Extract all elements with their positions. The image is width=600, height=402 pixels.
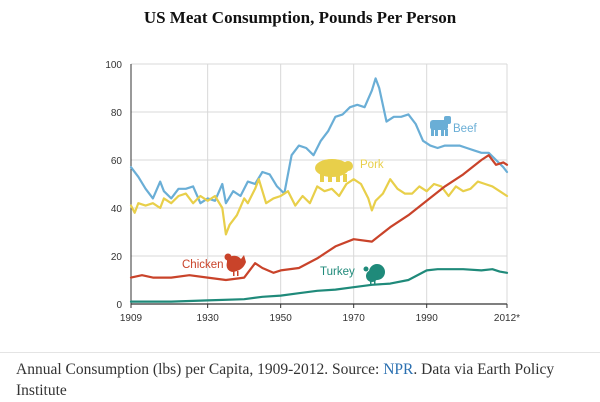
- pig-body: [315, 159, 349, 177]
- x-tick-label: 1990: [416, 313, 439, 324]
- pig-leg: [320, 174, 324, 182]
- caption-box: Annual Consumption (lbs) per Capita, 190…: [0, 352, 600, 402]
- x-tick-label: 1909: [120, 313, 143, 324]
- line-chart: 0 20 40 60 80 100 1909 1930 1950 1970 1990 2012* Bee…: [105, 60, 520, 324]
- cow-leg: [441, 129, 444, 136]
- y-tick-label: 40: [111, 204, 123, 215]
- pig-leg: [343, 174, 347, 182]
- y-tick-label: 80: [111, 108, 123, 119]
- cow-head: [444, 116, 451, 124]
- x-tick-label: 1950: [270, 313, 293, 324]
- y-tick-label: 60: [111, 156, 123, 167]
- turkey-series-line: [129, 268, 509, 303]
- hen-leg: [237, 271, 239, 276]
- pork-series-line: [129, 178, 509, 236]
- pork-label: Pork: [360, 159, 384, 171]
- beef-series-line: [129, 77, 509, 205]
- y-tick-label: 0: [116, 300, 122, 311]
- y-tick-label: 100: [105, 60, 122, 71]
- beef-label: Beef: [453, 123, 477, 135]
- x-tick-label: 2012*: [494, 313, 520, 324]
- y-tick-label: 20: [111, 252, 123, 263]
- cow-icon: [430, 116, 451, 136]
- cow-body: [430, 120, 448, 130]
- pig-leg: [328, 174, 332, 182]
- caption: Annual Consumption (lbs) per Capita, 190…: [16, 359, 586, 401]
- turkey-head: [363, 266, 369, 272]
- pig-leg: [336, 174, 340, 182]
- turkey-leg: [370, 281, 372, 285]
- turkey-body: [366, 270, 378, 282]
- hen-body: [226, 255, 246, 272]
- chart-title: US Meat Consumption, Pounds Per Person: [143, 8, 457, 27]
- pig-icon: [315, 159, 353, 182]
- hen-leg: [233, 271, 235, 276]
- caption-suffix: . Data via Earth Policy Institute: [16, 361, 555, 399]
- turkey-label: Turkey: [320, 266, 355, 278]
- cow-leg: [445, 129, 448, 136]
- cow-leg: [435, 129, 438, 136]
- pig-head: [343, 161, 353, 171]
- hen-head: [224, 253, 232, 261]
- turkey-icon: [363, 264, 385, 285]
- chicken-series-line: [129, 154, 509, 282]
- x-tick-label: 1970: [343, 313, 366, 324]
- turkey-leg: [374, 281, 376, 285]
- caption-prefix: Annual Consumption (lbs) per Capita, 190…: [16, 361, 384, 378]
- chicken-label: Chicken: [182, 259, 224, 271]
- hen-icon: [224, 253, 246, 276]
- source-link[interactable]: NPR: [383, 361, 414, 378]
- cow-leg: [431, 129, 434, 136]
- x-tick-label: 1930: [197, 313, 220, 324]
